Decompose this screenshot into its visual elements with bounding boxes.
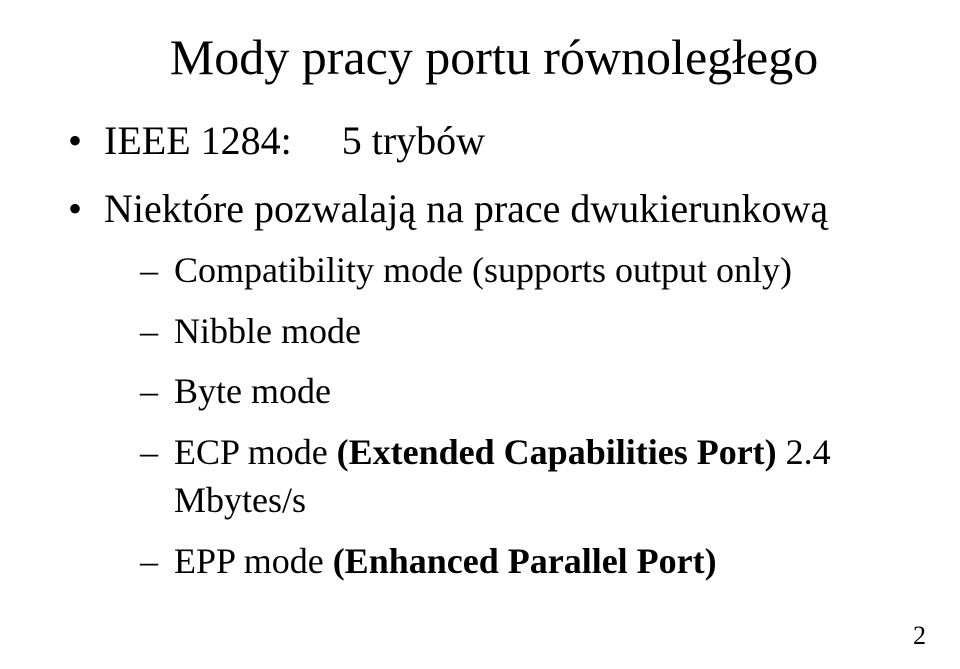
bullet-list: IEEE 1284: 5 trybów Niektóre pozwalają na… <box>68 114 920 586</box>
list-item: Niektóre pozwalają na prace dwukierunkow… <box>68 182 920 586</box>
bullet-text-bold: (Extended Capabilities Port) <box>337 432 777 472</box>
bullet-text: Niektóre pozwalają na prace dwukierunkow… <box>104 186 828 231</box>
bullet-text: ECP mode <box>174 432 337 472</box>
list-item: Nibble mode <box>140 307 920 356</box>
bullet-text: Byte mode <box>174 371 331 411</box>
list-item: Byte mode <box>140 367 920 416</box>
bullet-text-bold: (Enhanced Parallel Port) <box>333 541 717 581</box>
bullet-text: Compatibility mode (supports output only… <box>174 250 792 290</box>
slide: Mody pracy portu równoległego IEEE 1284:… <box>0 0 960 669</box>
bullet-text: 5 trybów <box>342 118 485 163</box>
bullet-text: EPP mode <box>174 541 333 581</box>
slide-title: Mody pracy portu równoległego <box>68 28 920 86</box>
bullet-text: Nibble mode <box>174 311 361 351</box>
list-item: ECP mode (Extended Capabilities Port) 2.… <box>140 428 920 525</box>
bullet-text: IEEE 1284: <box>104 118 292 163</box>
list-item: IEEE 1284: 5 trybów <box>68 114 920 168</box>
page-number: 2 <box>913 621 926 651</box>
list-item: EPP mode (Enhanced Parallel Port) <box>140 537 920 586</box>
sub-bullet-list: Compatibility mode (supports output only… <box>140 246 920 586</box>
list-item: Compatibility mode (supports output only… <box>140 246 920 295</box>
